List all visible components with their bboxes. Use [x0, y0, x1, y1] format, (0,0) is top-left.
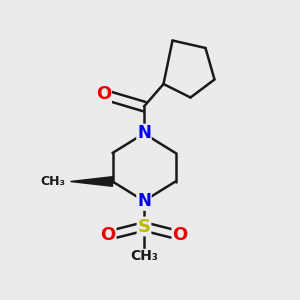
Text: CH₃: CH₃	[130, 250, 158, 263]
Text: O: O	[96, 85, 111, 103]
Text: S: S	[137, 218, 151, 236]
Text: N: N	[137, 124, 151, 142]
Text: CH₃: CH₃	[40, 175, 65, 188]
Text: O: O	[100, 226, 116, 244]
Polygon shape	[70, 177, 112, 186]
Text: O: O	[172, 226, 188, 244]
Text: N: N	[137, 192, 151, 210]
